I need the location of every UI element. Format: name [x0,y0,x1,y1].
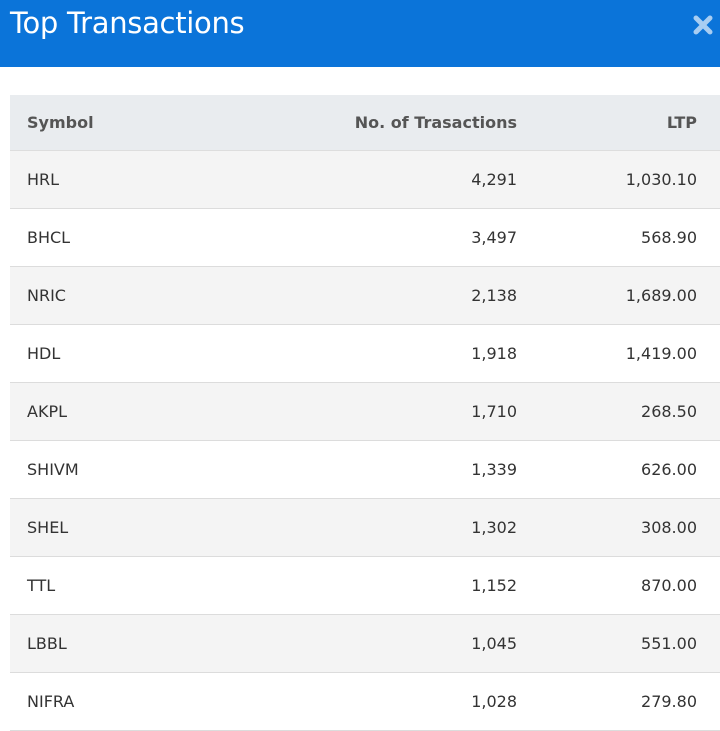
table-row: TTL 1,152 870.00 [10,556,720,615]
table-cell: 870.00 [517,556,720,615]
table-cell: 1,689.00 [517,266,720,325]
table-row: HDL 1,918 1,419.00 [10,324,720,383]
table-cell: AKPL [10,382,217,441]
table-cell: 1,918 [217,324,517,383]
table-cell: SHIVM [10,440,217,499]
table-row: NRIC 2,138 1,689.00 [10,266,720,325]
table-cell: HRL [10,150,217,209]
table-row: AKPL 1,710 268.50 [10,382,720,441]
table-cell: NRIC [10,266,217,325]
table-cell: 1,152 [217,556,517,615]
table-cell: HDL [10,324,217,383]
table-cell: 1,030.10 [517,150,720,209]
table-cell: SHEL [10,498,217,557]
column-header: No. of Trasactions [217,95,517,151]
table-row: SHIVM 1,339 626.00 [10,440,720,499]
table-cell: TTL [10,556,217,615]
table-cell: 268.50 [517,382,720,441]
header-row: Symbol No. of Trasactions LTP [10,95,720,151]
table-cell: 1,302 [217,498,517,557]
modal-header: Top Transactions [0,0,720,67]
table-row: HRL 4,291 1,030.10 [10,150,720,209]
table-cell: 1,045 [217,614,517,673]
table-row: NIFRA 1,028 279.80 [10,672,720,731]
table-cell: LBBL [10,614,217,673]
table-cell: 568.90 [517,208,720,267]
table-row: SHEL 1,302 308.00 [10,498,720,557]
table-row: BHCL 3,497 568.90 [10,208,720,267]
modal-title: Top Transactions [10,6,245,40]
table-cell: 4,291 [217,150,517,209]
table-cell: BHCL [10,208,217,267]
column-header: LTP [517,95,720,151]
table-cell: NIFRA [10,672,217,731]
table-cell: 551.00 [517,614,720,673]
column-header: Symbol [10,95,217,151]
table-cell: 2,138 [217,266,517,325]
table-cell: 1,419.00 [517,324,720,383]
transactions-table: Symbol No. of Trasactions LTP HRL 4,291 1,03… [10,95,720,731]
table-cell: 1,339 [217,440,517,499]
table-row: LBBL 1,045 551.00 [10,614,720,673]
table-cell: 626.00 [517,440,720,499]
table-cell: 279.80 [517,672,720,731]
table-container: Symbol No. of Trasactions LTP HRL 4,291 1,03… [10,95,720,731]
close-button[interactable] [692,14,714,36]
table-cell: 1,710 [217,382,517,441]
table-cell: 1,028 [217,672,517,731]
table-cell: 308.00 [517,498,720,557]
table-cell: 3,497 [217,208,517,267]
